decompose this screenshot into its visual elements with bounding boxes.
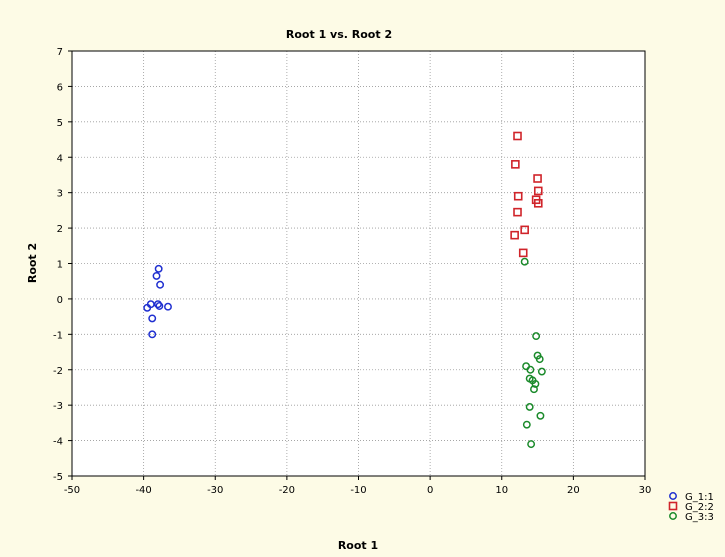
y-tick-label: 6 xyxy=(57,82,63,93)
legend-marker xyxy=(669,512,677,520)
y-tick-label: -2 xyxy=(53,366,63,377)
x-axis-label: Root 1 xyxy=(338,539,378,552)
x-tick-label: 0 xyxy=(427,485,433,496)
data-point xyxy=(513,131,522,141)
data-point xyxy=(537,367,546,376)
y-tick-label: 0 xyxy=(57,295,63,306)
data-points xyxy=(143,131,546,449)
x-tick-label: 10 xyxy=(495,485,508,496)
data-point xyxy=(152,271,161,280)
legend-label: G_1:1 xyxy=(685,492,714,503)
data-point xyxy=(164,302,172,311)
x-tick-label: 20 xyxy=(567,485,580,496)
y-tick-label: 1 xyxy=(57,260,63,271)
data-point xyxy=(533,174,542,183)
x-tick-label: -40 xyxy=(135,485,151,496)
data-point xyxy=(525,402,534,411)
x-tick-label: -20 xyxy=(279,485,295,496)
data-point xyxy=(146,300,155,309)
y-tick-label: 2 xyxy=(57,224,63,235)
legend-label: G_2:2 xyxy=(685,502,714,513)
data-point xyxy=(148,314,157,323)
y-axis-label: Root 2 xyxy=(26,243,39,283)
data-point xyxy=(154,300,162,309)
y-tick-label: -4 xyxy=(53,437,63,448)
legend-marker xyxy=(669,492,677,500)
grid-lines xyxy=(72,51,645,476)
y-tick-label: 4 xyxy=(57,153,63,164)
data-point xyxy=(513,207,522,217)
y-tick-label: -5 xyxy=(53,472,63,483)
data-point xyxy=(533,186,543,196)
legend-label: G_3:3 xyxy=(685,512,714,523)
y-tick-label: -1 xyxy=(53,330,63,341)
data-point xyxy=(518,248,528,258)
data-point xyxy=(510,230,519,240)
data-point xyxy=(520,225,529,235)
x-tick-label: -10 xyxy=(350,485,366,496)
data-point xyxy=(511,160,520,169)
data-point xyxy=(148,330,157,339)
y-tick-label: 7 xyxy=(57,47,63,58)
data-point xyxy=(156,280,165,289)
data-point xyxy=(532,332,541,341)
x-tick-label: 30 xyxy=(639,485,652,496)
data-point xyxy=(533,198,543,208)
y-tick-label: 3 xyxy=(57,189,63,200)
legend: G_1:1G_2:2G_3:3 xyxy=(668,492,714,523)
y-tick-label: -3 xyxy=(53,401,63,412)
legend-marker xyxy=(668,501,678,511)
data-point xyxy=(520,257,529,266)
data-point xyxy=(155,302,164,310)
data-point xyxy=(513,191,523,201)
data-point xyxy=(531,379,540,388)
data-point xyxy=(535,355,544,364)
data-point xyxy=(526,365,535,374)
x-tick-label: -30 xyxy=(207,485,223,496)
chart-title: Root 1 vs. Root 2 xyxy=(286,28,392,41)
data-point xyxy=(527,440,536,449)
x-tick-label: -50 xyxy=(64,485,80,496)
data-point xyxy=(522,420,531,429)
data-point xyxy=(154,264,163,273)
data-point xyxy=(530,385,538,394)
data-point xyxy=(536,411,545,420)
y-tick-label: 5 xyxy=(57,118,63,129)
